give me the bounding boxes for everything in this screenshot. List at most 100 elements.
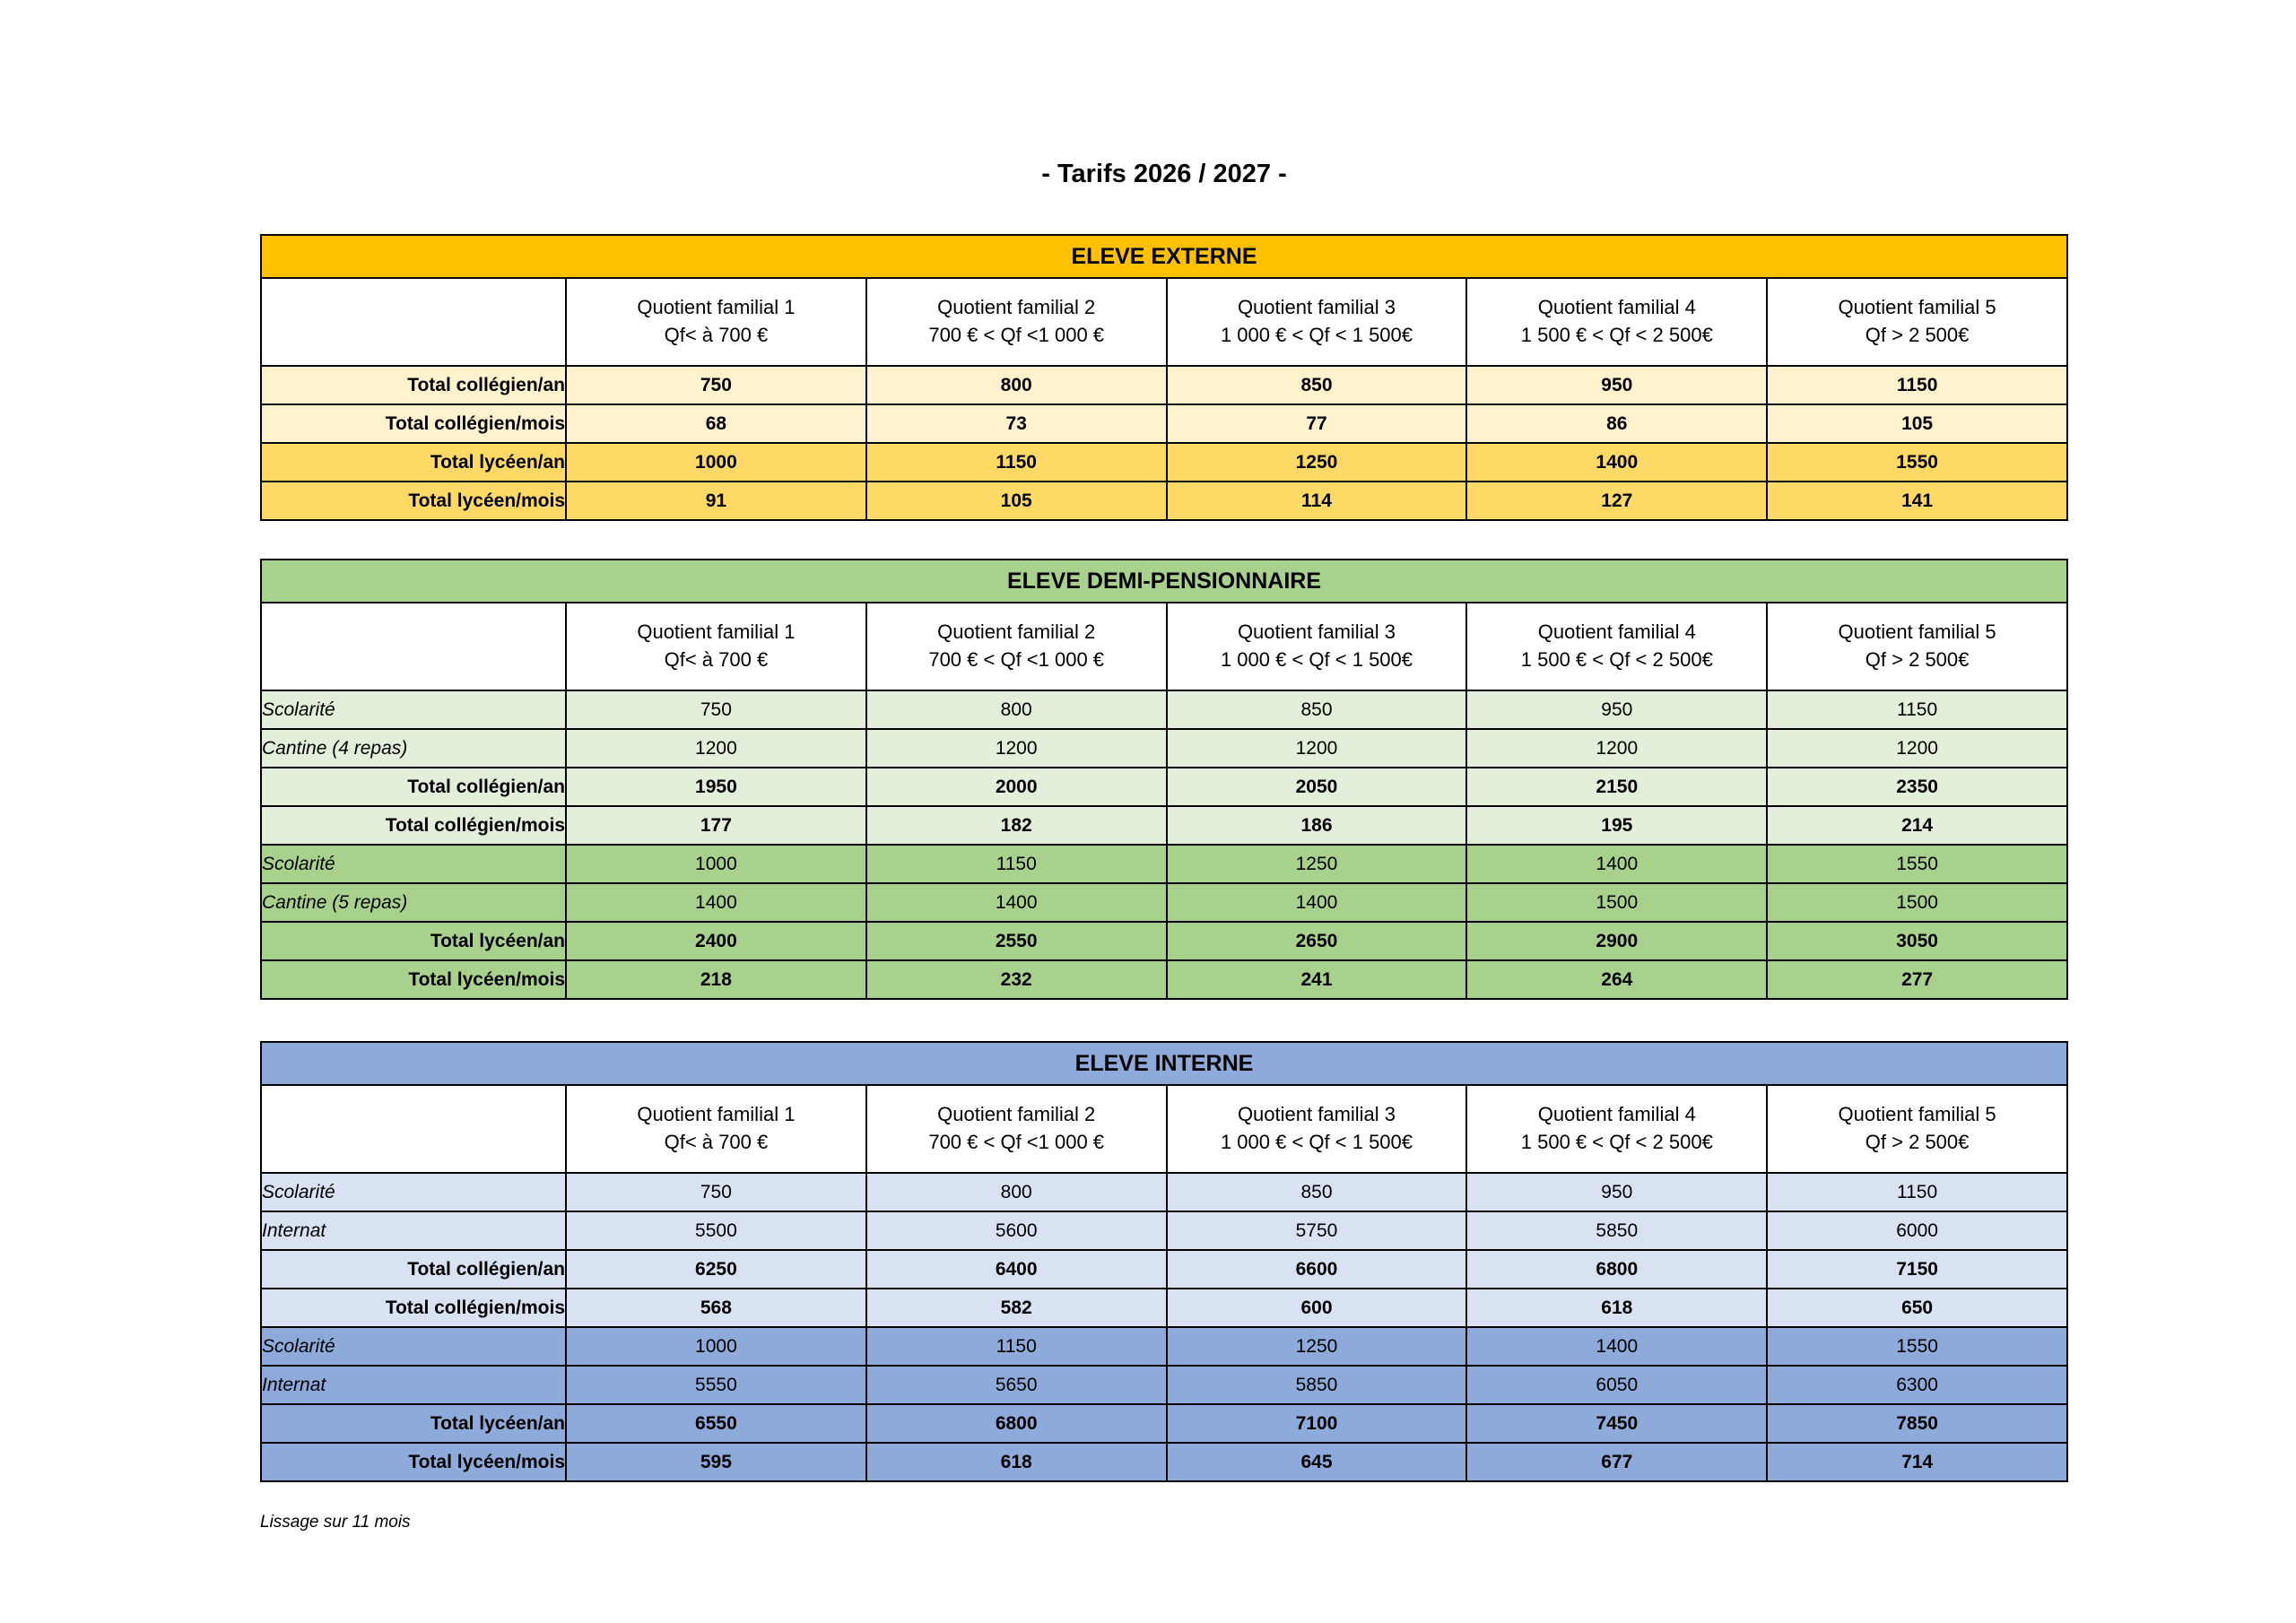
row-label: Internat xyxy=(260,1211,567,1251)
value-cell: 850 xyxy=(1165,1172,1468,1212)
value-cell: 264 xyxy=(1465,959,1769,1000)
table-row: Scolarité 750 800 850 950 1150 xyxy=(260,1172,2068,1212)
column-header-line1: Quotient familial 4 xyxy=(1537,296,1696,319)
column-header-line1: Quotient familial 3 xyxy=(1237,296,1396,319)
value-cell: 1200 xyxy=(1766,728,2068,768)
value-cell: 618 xyxy=(865,1442,1168,1482)
table-row: Cantine (5 repas) 1400 1400 1400 1500 1500 xyxy=(260,882,2068,923)
value-cell: 1000 xyxy=(565,1326,867,1367)
row-label: Total lycéen/an xyxy=(260,442,567,482)
column-header-line1: Quotient familial 5 xyxy=(1838,621,1996,644)
value-cell: 105 xyxy=(865,481,1168,521)
column-header: Quotient familial 4 1 500 € < Qf < 2 500€ xyxy=(1465,1084,1769,1174)
column-header-line2: 700 € < Qf <1 000 € xyxy=(928,648,1105,671)
table-row: Total lycéen/an 6550 6800 7100 7450 7850 xyxy=(260,1403,2068,1444)
row-label: Total lycéen/an xyxy=(260,921,567,961)
value-cell: 677 xyxy=(1465,1442,1769,1482)
table-row: Scolarité 1000 1150 1250 1400 1550 xyxy=(260,1326,2068,1367)
value-cell: 1250 xyxy=(1165,844,1468,884)
row-label: Scolarité xyxy=(260,1326,567,1367)
value-cell: 650 xyxy=(1766,1288,2068,1328)
column-header-line2: 700 € < Qf <1 000 € xyxy=(928,324,1105,346)
corner-cell xyxy=(260,602,567,691)
value-cell: 5850 xyxy=(1465,1211,1769,1251)
value-cell: 91 xyxy=(565,481,867,521)
value-cell: 1150 xyxy=(1766,690,2068,730)
table-container-externe: ELEVE EXTERNE Quotient familial 1 Qf< à 70… xyxy=(260,234,2068,521)
row-label: Cantine (5 repas) xyxy=(260,882,567,923)
value-cell: 232 xyxy=(865,959,1168,1000)
value-cell: 1150 xyxy=(1766,1172,2068,1212)
column-header: Quotient familial 2 700 € < Qf <1 000 € xyxy=(865,602,1168,691)
value-cell: 5500 xyxy=(565,1211,867,1251)
value-cell: 1550 xyxy=(1766,844,2068,884)
value-cell: 714 xyxy=(1766,1442,2068,1482)
row-label: Total collégien/mois xyxy=(260,1288,567,1328)
column-header-line2: Qf > 2 500€ xyxy=(1865,324,1970,346)
value-cell: 1400 xyxy=(1165,882,1468,923)
value-cell: 850 xyxy=(1165,365,1468,405)
column-header-line2: Qf< à 700 € xyxy=(664,1131,769,1153)
value-cell: 6250 xyxy=(565,1249,867,1289)
row-label: Scolarité xyxy=(260,1172,567,1212)
value-cell: 2550 xyxy=(865,921,1168,961)
value-cell: 1400 xyxy=(565,882,867,923)
value-cell: 2000 xyxy=(865,767,1168,807)
value-cell: 1500 xyxy=(1766,882,2068,923)
value-cell: 5550 xyxy=(565,1365,867,1405)
value-cell: 2650 xyxy=(1165,921,1468,961)
row-label: Cantine (4 repas) xyxy=(260,728,567,768)
value-cell: 950 xyxy=(1465,1172,1769,1212)
value-cell: 1000 xyxy=(565,844,867,884)
row-label: Total lycéen/mois xyxy=(260,1442,567,1482)
value-cell: 1550 xyxy=(1766,442,2068,482)
value-cell: 1200 xyxy=(1465,728,1769,768)
value-cell: 1150 xyxy=(1766,365,2068,405)
table-band-row: ELEVE INTERNE xyxy=(260,1041,2068,1086)
tarif-table-demi-pensionnaire: ELEVE DEMI-PENSIONNAIRE Quotient familial… xyxy=(260,559,2068,1000)
column-header: Quotient familial 2 700 € < Qf <1 000 € xyxy=(865,277,1168,367)
row-label: Total lycéen/mois xyxy=(260,959,567,1000)
value-cell: 105 xyxy=(1766,404,2068,444)
column-header-line1: Quotient familial 3 xyxy=(1237,1103,1396,1126)
value-cell: 6000 xyxy=(1766,1211,2068,1251)
value-cell: 186 xyxy=(1165,805,1468,846)
value-cell: 2050 xyxy=(1165,767,1468,807)
column-header-line1: Quotient familial 4 xyxy=(1537,621,1696,644)
column-header: Quotient familial 3 1 000 € < Qf < 1 500€ xyxy=(1165,277,1468,367)
value-cell: 1500 xyxy=(1465,882,1769,923)
column-header-line2: 1 500 € < Qf < 2 500€ xyxy=(1520,648,1713,671)
value-cell: 241 xyxy=(1165,959,1468,1000)
corner-cell xyxy=(260,1084,567,1174)
value-cell: 5750 xyxy=(1165,1211,1468,1251)
corner-cell xyxy=(260,277,567,367)
column-header-line1: Quotient familial 2 xyxy=(937,296,1096,319)
row-label: Total collégien/mois xyxy=(260,805,567,846)
value-cell: 2150 xyxy=(1465,767,1769,807)
value-cell: 1200 xyxy=(1165,728,1468,768)
footnote: Lissage sur 11 mois xyxy=(260,1513,411,1532)
value-cell: 1200 xyxy=(865,728,1168,768)
column-header-line2: Qf< à 700 € xyxy=(664,324,769,346)
row-label: Total collégien/an xyxy=(260,365,567,405)
value-cell: 68 xyxy=(565,404,867,444)
table-row: Total lycéen/an 1000 1150 1250 1400 1550 xyxy=(260,442,2068,482)
table-row: Total collégien/an 750 800 850 950 1150 xyxy=(260,365,2068,405)
tarif-table-interne: ELEVE INTERNE Quotient familial 1 Qf< à 70… xyxy=(260,1041,2068,1482)
document-page: - Tarifs 2026 / 2027 - ELEVE EXTERNE Quot… xyxy=(260,160,2068,1532)
row-label: Total lycéen/an xyxy=(260,1403,567,1444)
table-row: Internat 5550 5650 5850 6050 6300 xyxy=(260,1365,2068,1405)
value-cell: 182 xyxy=(865,805,1168,846)
table-row: Total lycéen/an 2400 2550 2650 2900 3050 xyxy=(260,921,2068,961)
column-header-line2: 1 000 € < Qf < 1 500€ xyxy=(1220,324,1413,346)
value-cell: 618 xyxy=(1465,1288,1769,1328)
value-cell: 7100 xyxy=(1165,1403,1468,1444)
value-cell: 7450 xyxy=(1465,1403,1769,1444)
table-container-interne: ELEVE INTERNE Quotient familial 1 Qf< à 70… xyxy=(260,1041,2068,1482)
column-header-line2: 1 500 € < Qf < 2 500€ xyxy=(1520,1131,1713,1153)
value-cell: 5600 xyxy=(865,1211,1168,1251)
column-header-line2: Qf > 2 500€ xyxy=(1865,1131,1970,1153)
value-cell: 1400 xyxy=(1465,1326,1769,1367)
value-cell: 1000 xyxy=(565,442,867,482)
value-cell: 5650 xyxy=(865,1365,1168,1405)
